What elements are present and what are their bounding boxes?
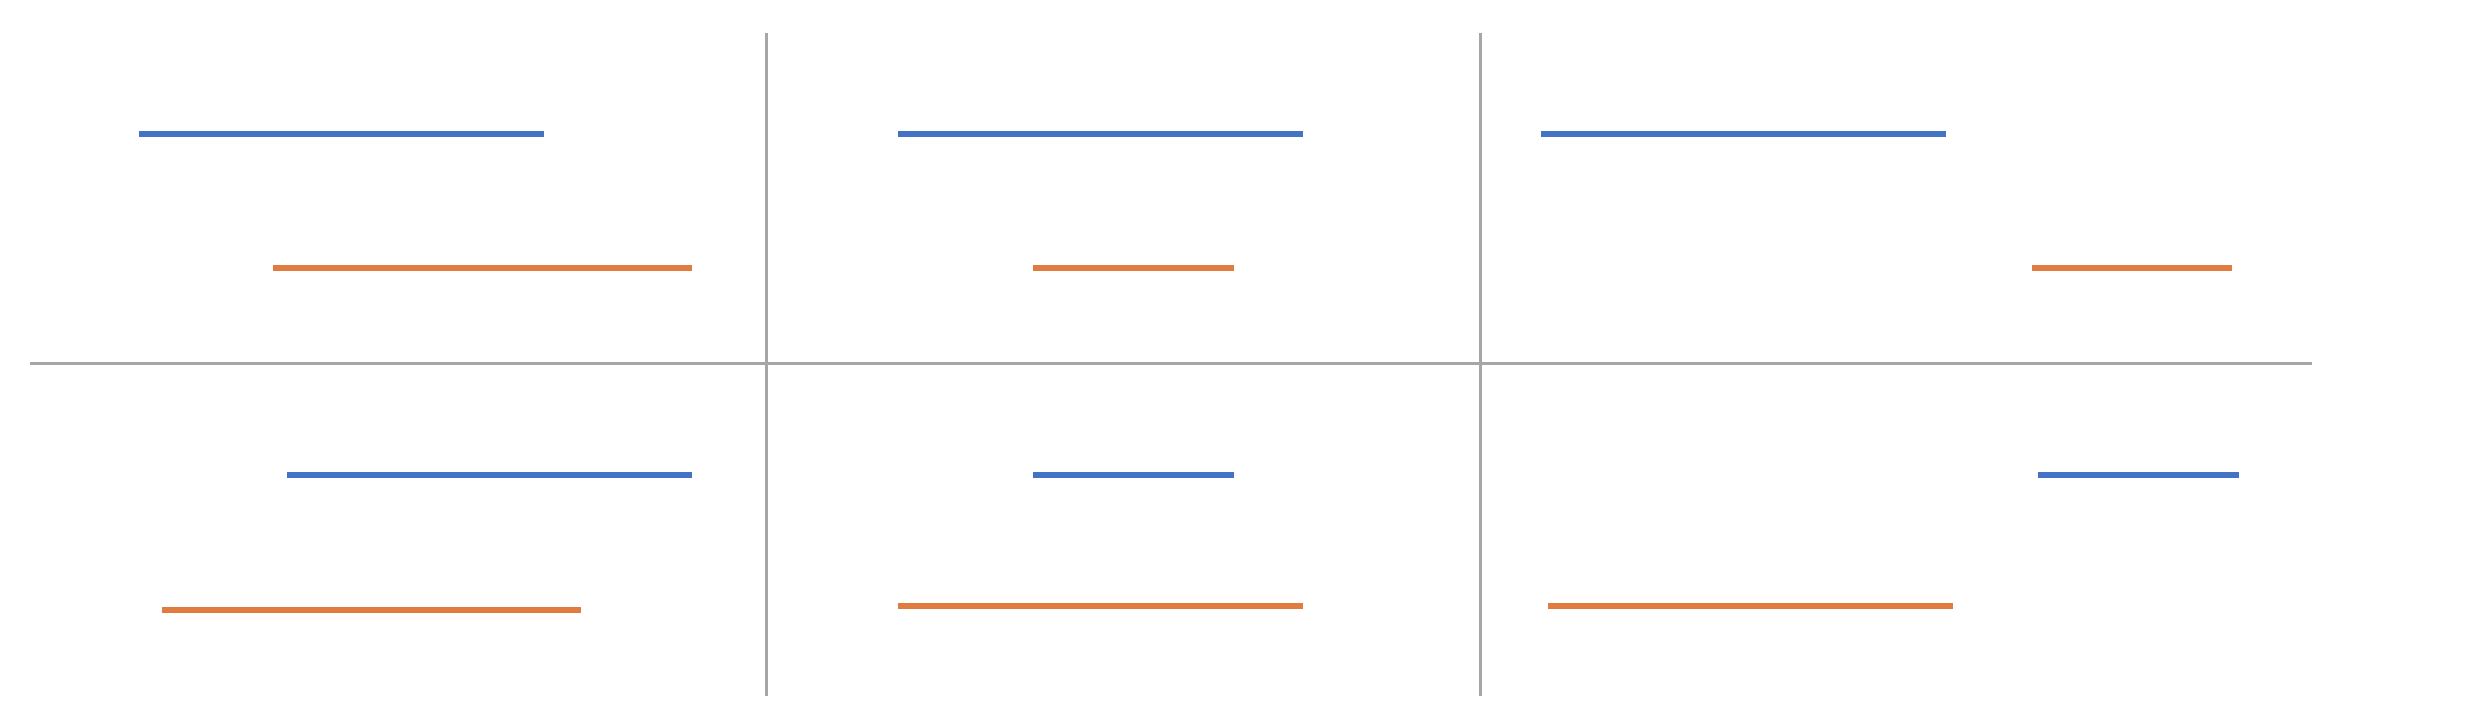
bottom-middle-blue-segment [1033,472,1234,478]
bottom-middle-orange-segment [898,603,1303,609]
bottom-left-blue-segment [287,472,692,478]
vertical-divider-right [1479,33,1482,696]
horizontal-divider [30,362,2312,365]
top-left-blue-segment [139,131,544,137]
bottom-right-blue-segment [2038,472,2239,478]
top-middle-blue-segment [898,131,1303,137]
bottom-left-orange-segment [162,607,581,613]
bottom-right-orange-segment [1548,603,1953,609]
vertical-divider-left [765,33,768,696]
top-right-orange-segment [2032,265,2232,271]
top-left-orange-segment [273,265,692,271]
top-right-blue-segment [1541,131,1946,137]
top-middle-orange-segment [1033,265,1234,271]
